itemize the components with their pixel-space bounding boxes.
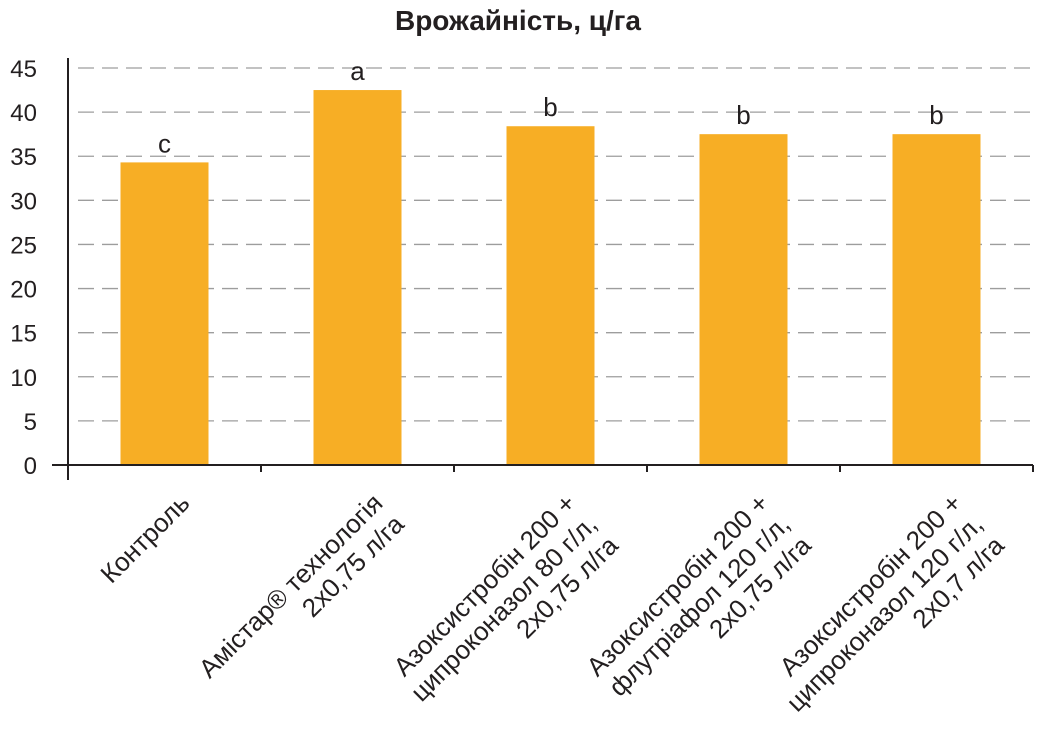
- chart-title: Врожайність, ц/га: [395, 5, 641, 36]
- y-tick-label: 0: [24, 453, 37, 480]
- y-tick-label: 30: [10, 188, 37, 215]
- category-label-line: флутріафол 120 г/л,: [603, 509, 796, 702]
- bar: [313, 90, 402, 466]
- bar: [120, 162, 209, 466]
- category-label-line: ципроконазол 120 г/л,: [780, 509, 988, 717]
- category-label: Азоксистробін 200 +ципроконазол 120 г/л,…: [773, 488, 1010, 718]
- y-tick-label: 40: [10, 100, 37, 127]
- bars: [120, 90, 981, 466]
- category-label-line: ципроконазол 80 г/л,: [405, 509, 603, 707]
- significance-letters: c a b b b: [158, 56, 944, 158]
- y-tick-label: 45: [10, 56, 37, 83]
- y-tick-label: 20: [10, 277, 37, 304]
- significance-letter: b: [736, 100, 750, 130]
- significance-letter: c: [158, 128, 171, 158]
- y-tick-label: 10: [10, 365, 37, 392]
- bar: [892, 134, 981, 465]
- y-tick-label: 5: [24, 409, 37, 436]
- bar: [699, 134, 788, 465]
- axes: [52, 58, 1034, 480]
- category-label: Контроль: [94, 488, 195, 589]
- significance-letter: a: [350, 56, 365, 86]
- y-tick-label: 25: [10, 232, 37, 259]
- category-label: Азоксистробін 200 +флутріафол 120 г/л,2х…: [580, 488, 817, 702]
- bar: [506, 126, 595, 465]
- category-label-line: Амістар® технологія: [193, 488, 389, 684]
- gridlines: [78, 67, 1033, 422]
- significance-letter: b: [543, 92, 557, 122]
- y-tick-label: 35: [10, 144, 37, 171]
- significance-letter: b: [929, 100, 943, 130]
- category-label-line: Контроль: [94, 488, 195, 589]
- y-tick-labels: 0 5 10 15 20 25 30 35 40 45: [10, 56, 37, 480]
- category-label: Азоксистробін 200 +ципроконазол 80 г/л,2…: [387, 488, 624, 707]
- y-tick-label: 15: [10, 321, 37, 348]
